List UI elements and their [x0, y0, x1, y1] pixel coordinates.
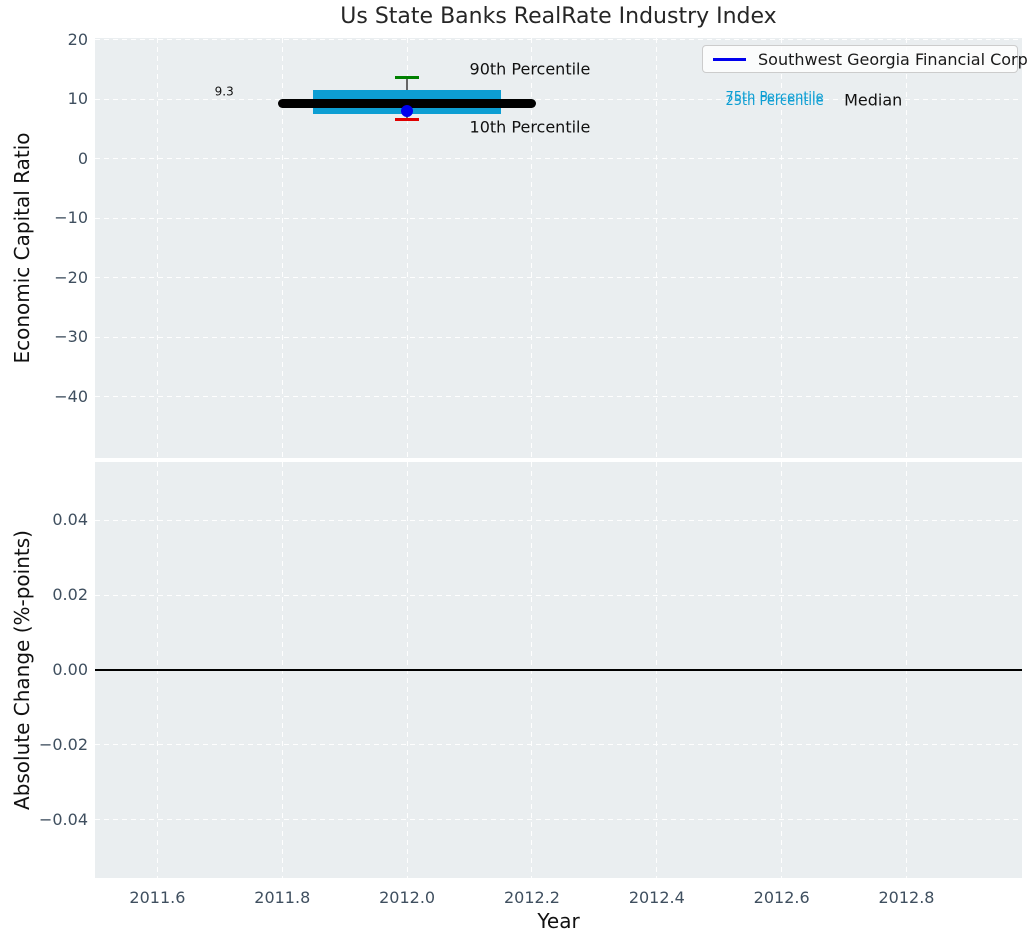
median-line [277, 98, 537, 108]
y-tick-label: 10 [67, 89, 88, 109]
median-label: Median [844, 90, 903, 110]
gridline-horizontal [95, 217, 1022, 219]
x-axis-label: Year [537, 909, 580, 933]
bottom-plot-area [95, 462, 1022, 878]
y-tick-label: −30 [54, 327, 88, 347]
gridline-horizontal [95, 98, 1022, 100]
x-tick-label: 2012.2 [503, 888, 560, 907]
chart-title: Us State Banks RealRate Industry Index [340, 4, 777, 29]
p10-label: 10th Percentile [469, 117, 591, 137]
gridline-vertical [781, 38, 783, 458]
y-tick-label: −40 [54, 386, 88, 406]
gridline-horizontal [95, 39, 1022, 41]
gridline-vertical [906, 38, 907, 458]
gridline-horizontal [95, 277, 1022, 279]
gridline-horizontal [95, 158, 1022, 160]
gridline-horizontal [95, 819, 1022, 821]
percentile-10-cap [395, 118, 420, 121]
y-tick-label: −0.04 [38, 809, 88, 829]
x-tick-label: 2012.0 [379, 888, 436, 907]
legend: Southwest Georgia Financial Corp [702, 45, 1028, 73]
y-tick-label: −20 [54, 267, 88, 287]
y-tick-label: 0 [77, 148, 88, 168]
legend-line-sample [713, 57, 746, 61]
y-tick-label: 0.02 [52, 585, 88, 605]
p90-label: 90th Percentile [469, 59, 591, 79]
gridline-vertical [281, 38, 283, 458]
legend-label: Southwest Georgia Financial Corp [758, 49, 1028, 69]
x-tick-label: 2011.6 [129, 888, 186, 907]
y-tick-label: −10 [54, 208, 88, 228]
gridline-horizontal [95, 396, 1022, 398]
y-tick-label: −0.02 [38, 734, 88, 754]
top-plot-area [95, 38, 1022, 458]
y-tick-label: 0.00 [52, 660, 88, 679]
x-tick-label: 2012.6 [753, 888, 810, 907]
gridline-vertical [406, 38, 408, 458]
gridline-horizontal [95, 336, 1022, 338]
x-tick-label: 2012.8 [878, 888, 935, 907]
median-value-label: 9.3 [214, 85, 234, 100]
y-tick-label: 20 [67, 29, 88, 49]
p75-label: 75th Percentile [725, 89, 824, 105]
company-data-point [401, 105, 414, 118]
gridline-horizontal [95, 594, 1022, 596]
gridline-vertical [156, 38, 158, 458]
p25-label: 25th Percentile [725, 93, 824, 109]
x-tick-label: 2012.4 [628, 888, 685, 907]
x-tick-label: 2011.8 [254, 888, 311, 907]
y-tick-label: 0.04 [52, 510, 88, 530]
gridline-horizontal [95, 744, 1022, 746]
gridline-horizontal [95, 519, 1022, 521]
zero-baseline [95, 669, 1022, 671]
gridline-vertical [531, 38, 533, 458]
percentile-90-cap [395, 75, 420, 79]
gridline-vertical [656, 38, 658, 458]
